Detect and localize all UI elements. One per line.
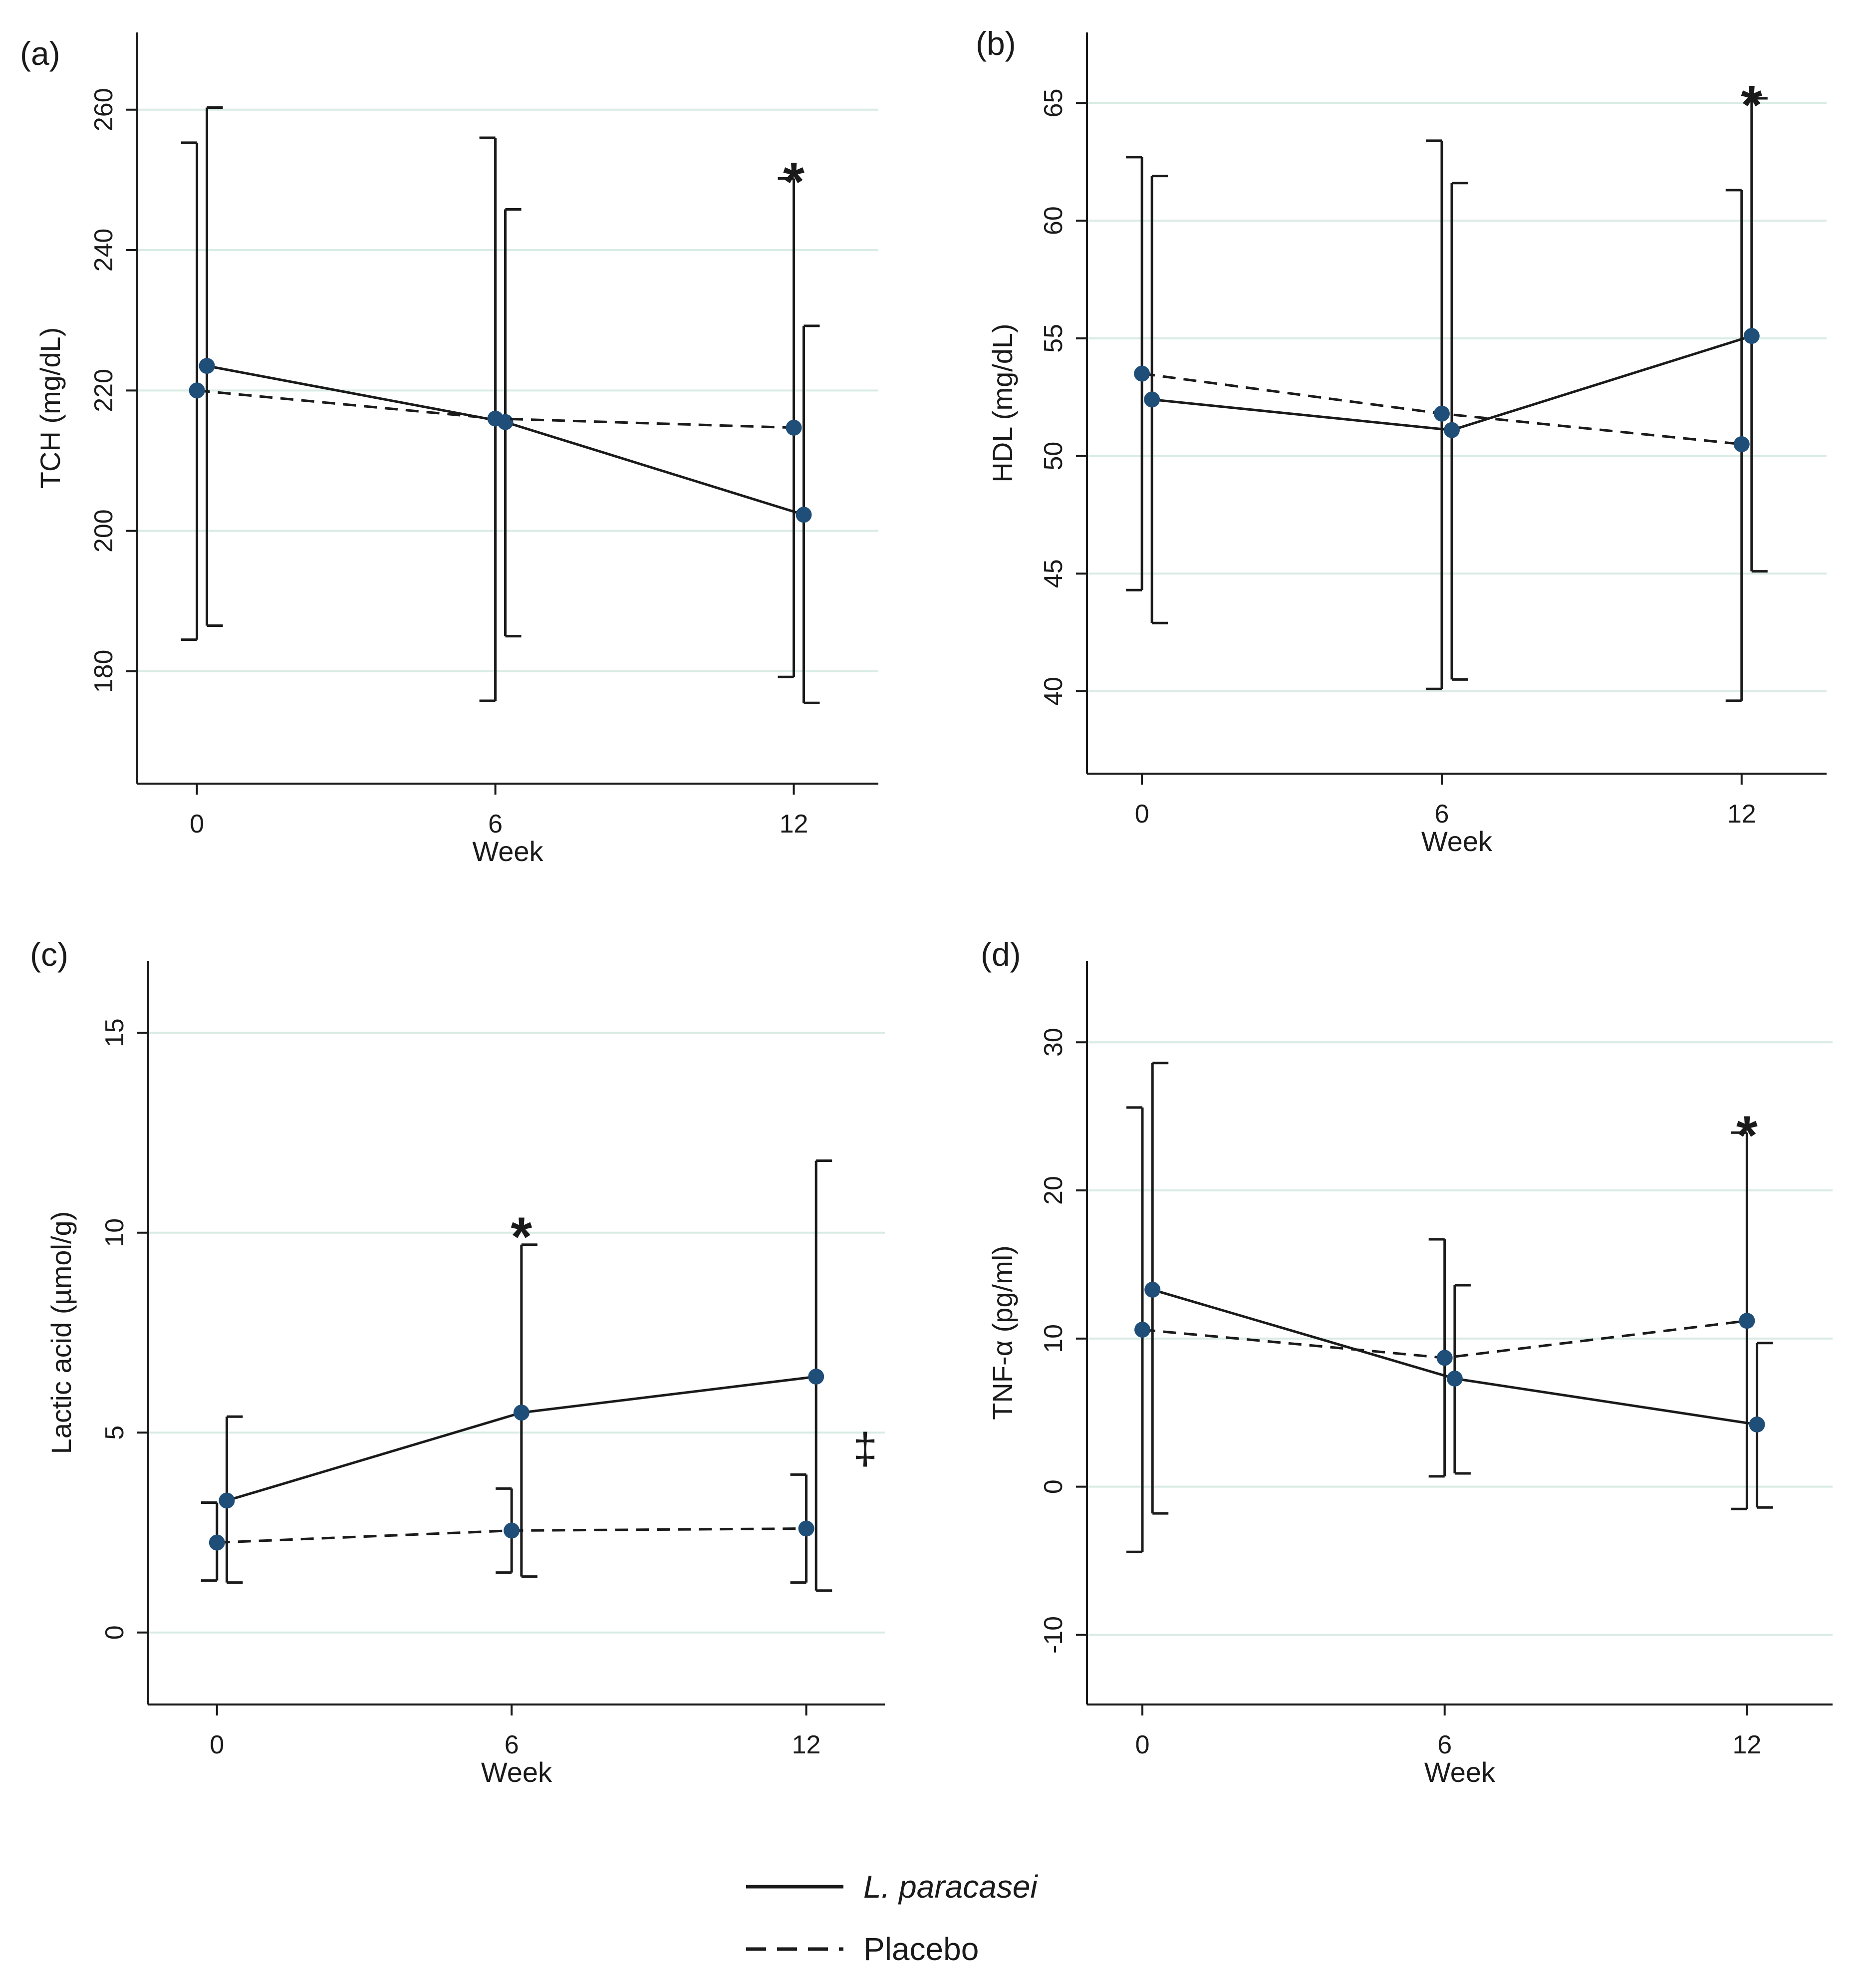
series-placebo (181, 136, 802, 702)
chart-panel-3: 0 5 10 15 0 6 12 Week Lactic acid (µmol/g) (c) * ‡ (30, 936, 885, 1788)
y-tick-label: 65 (1039, 89, 1068, 118)
x-tick-label: 12 (1732, 1730, 1761, 1759)
y-tick-label: 240 (89, 229, 118, 272)
data-point (504, 1522, 520, 1539)
x-axis-label: Week (472, 836, 543, 867)
data-point (1733, 436, 1750, 452)
data-point (1739, 1313, 1755, 1329)
series-l-paracasei (219, 1159, 832, 1592)
y-tick-label: 220 (89, 369, 118, 412)
y-tick-label: 55 (1039, 324, 1068, 353)
significance-asterisk: * (1736, 1105, 1758, 1166)
x-tick-label: 6 (505, 1730, 519, 1759)
y-tick-label: 5 (100, 1425, 129, 1440)
significance-asterisk: * (1741, 74, 1762, 136)
x-axis-label: Week (1424, 1756, 1496, 1788)
data-point (1134, 1322, 1151, 1338)
x-tick-label: 0 (1135, 800, 1149, 829)
y-tick-label: 10 (1039, 1324, 1068, 1353)
y-tick-label: 0 (100, 1625, 129, 1640)
y-tick-label: 260 (89, 88, 118, 131)
data-point (798, 1520, 814, 1537)
x-tick-label: 6 (1434, 800, 1449, 829)
data-point (786, 419, 802, 436)
panel-label: (c) (30, 936, 68, 973)
chart-panel-4: -10 0 10 20 30 0 6 12 Week TNF-α (pg/ml) (d) * (981, 936, 1833, 1788)
x-tick-label: 0 (1135, 1730, 1150, 1759)
x-tick-label: 6 (488, 810, 503, 839)
x-axis-label: Week (1421, 826, 1493, 857)
y-tick-label: 60 (1039, 206, 1068, 235)
data-point (513, 1405, 530, 1421)
y-tick-label: 0 (1039, 1479, 1068, 1494)
data-point (1144, 391, 1160, 408)
data-point (1446, 1371, 1463, 1387)
panel-label: (d) (981, 936, 1021, 973)
series-placebo (1126, 139, 1750, 702)
x-tick-label: 0 (210, 1730, 224, 1759)
chart-panel-2: 40 45 50 55 60 65 0 6 12 Week HDL (mg/dL) (b) * (976, 25, 1827, 857)
x-axis-label: Week (481, 1756, 552, 1788)
y-tick-label: 20 (1039, 1176, 1068, 1205)
series-placebo (201, 1473, 814, 1584)
y-tick-label: 40 (1039, 677, 1068, 706)
significance-asterisk: * (511, 1206, 532, 1268)
data-point (808, 1369, 824, 1385)
y-axis-label: TNF-α (pg/ml) (987, 1245, 1018, 1420)
data-point (487, 410, 504, 427)
panel-label: (a) (20, 35, 60, 72)
significance-asterisk: * (783, 151, 804, 213)
x-tick-label: 6 (1437, 1730, 1452, 1759)
data-point (1749, 1417, 1765, 1433)
series-placebo (1126, 1106, 1755, 1553)
x-tick-label: 12 (780, 810, 808, 839)
y-tick-label: 45 (1039, 559, 1068, 588)
data-point (1743, 328, 1760, 344)
data-point (1436, 1350, 1453, 1366)
y-tick-label: 200 (89, 509, 118, 553)
data-point (1144, 1281, 1161, 1298)
x-tick-label: 12 (1727, 800, 1756, 829)
legend-label: Placebo (863, 1931, 979, 1967)
y-tick-label: 180 (89, 650, 118, 693)
legend-label: L. paracasei (863, 1869, 1038, 1905)
data-point (1134, 365, 1150, 382)
y-tick-label: -10 (1039, 1616, 1068, 1654)
series-l-paracasei (199, 106, 820, 704)
dagger-annotation: ‡ (853, 1423, 877, 1473)
series-l-paracasei (1144, 97, 1768, 681)
panel-label: (b) (976, 25, 1016, 62)
y-tick-label: 50 (1039, 442, 1068, 471)
x-tick-label: 12 (792, 1730, 821, 1759)
y-tick-label: 15 (100, 1018, 129, 1047)
data-point (189, 382, 205, 399)
series-l-paracasei (1144, 1062, 1773, 1515)
y-axis-label: Lactic acid (µmol/g) (45, 1211, 77, 1454)
y-tick-label: 10 (100, 1218, 129, 1247)
data-point (209, 1534, 225, 1551)
data-point (1433, 405, 1450, 422)
y-axis-label: HDL (mg/dL) (987, 323, 1018, 482)
data-point (219, 1492, 235, 1509)
data-point (1443, 422, 1460, 438)
data-point (796, 507, 812, 523)
x-tick-label: 0 (190, 810, 204, 839)
y-axis-label: TCH (mg/dL) (34, 327, 66, 489)
data-point (199, 358, 215, 374)
y-tick-label: 30 (1039, 1028, 1068, 1057)
chart-panel-1: 180 200 220 240 260 0 6 12 Week TCH (mg/dL) (a) * (20, 32, 878, 867)
legend: L. paracasei Placebo (746, 1869, 1038, 1967)
